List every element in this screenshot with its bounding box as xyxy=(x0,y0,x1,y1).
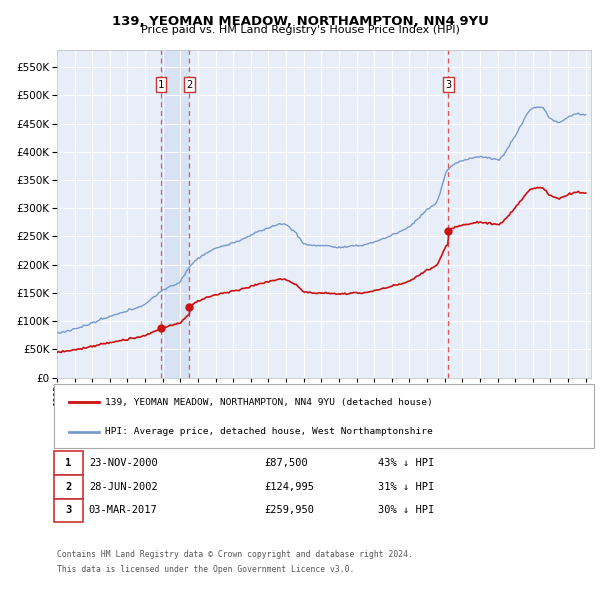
Text: 3: 3 xyxy=(65,506,71,515)
Text: HPI: Average price, detached house, West Northamptonshire: HPI: Average price, detached house, West… xyxy=(105,427,433,437)
Text: 139, YEOMAN MEADOW, NORTHAMPTON, NN4 9YU: 139, YEOMAN MEADOW, NORTHAMPTON, NN4 9YU xyxy=(112,15,488,28)
Text: £87,500: £87,500 xyxy=(264,458,308,468)
Bar xyxy=(161,50,189,378)
Text: 2: 2 xyxy=(65,482,71,491)
Text: £259,950: £259,950 xyxy=(264,506,314,515)
Text: 43% ↓ HPI: 43% ↓ HPI xyxy=(378,458,434,468)
Text: 139, YEOMAN MEADOW, NORTHAMPTON, NN4 9YU (detached house): 139, YEOMAN MEADOW, NORTHAMPTON, NN4 9YU… xyxy=(105,398,433,407)
Text: This data is licensed under the Open Government Licence v3.0.: This data is licensed under the Open Gov… xyxy=(57,565,355,574)
Text: 1: 1 xyxy=(65,458,71,468)
Text: 03-MAR-2017: 03-MAR-2017 xyxy=(89,506,158,515)
Text: 23-NOV-2000: 23-NOV-2000 xyxy=(89,458,158,468)
Text: Price paid vs. HM Land Registry's House Price Index (HPI): Price paid vs. HM Land Registry's House … xyxy=(140,25,460,35)
Text: 28-JUN-2002: 28-JUN-2002 xyxy=(89,482,158,491)
Text: 1: 1 xyxy=(158,80,164,90)
Text: £124,995: £124,995 xyxy=(264,482,314,491)
Text: 31% ↓ HPI: 31% ↓ HPI xyxy=(378,482,434,491)
Text: 3: 3 xyxy=(445,80,451,90)
Text: 30% ↓ HPI: 30% ↓ HPI xyxy=(378,506,434,515)
Text: Contains HM Land Registry data © Crown copyright and database right 2024.: Contains HM Land Registry data © Crown c… xyxy=(57,550,413,559)
Text: 2: 2 xyxy=(186,80,193,90)
